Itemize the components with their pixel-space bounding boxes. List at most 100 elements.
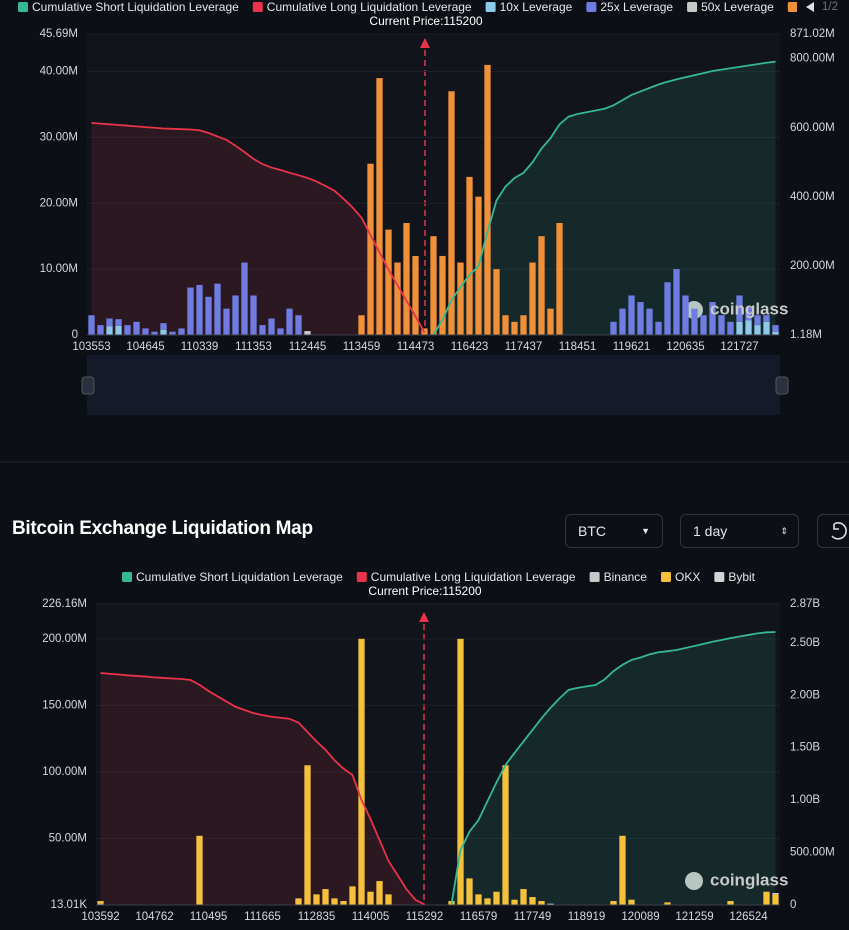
y-tick-label: 20.00M [40, 197, 78, 209]
bar [205, 296, 212, 335]
bar [349, 886, 356, 905]
bar [367, 891, 374, 905]
y-tick-label: 40.00M [40, 66, 78, 78]
x-tick-label: 117437 [505, 341, 543, 353]
bar [520, 315, 527, 335]
x-tick-label: 104645 [126, 341, 164, 353]
zoom-slider[interactable] [87, 355, 780, 415]
x-tick-label: 116423 [451, 341, 489, 353]
bar [115, 319, 122, 326]
legend-label: OKX [675, 570, 700, 584]
legend-swatch [687, 2, 698, 12]
bar [304, 765, 311, 905]
y-tick-label: 10.00M [40, 263, 78, 275]
legend-page: 1/2 [822, 1, 838, 13]
bar [763, 315, 770, 322]
legend-swatch [586, 2, 597, 12]
x-tick-label: 118919 [568, 911, 606, 923]
slider-handle[interactable] [81, 376, 95, 395]
bar [304, 331, 311, 335]
line [100, 672, 425, 906]
legend-label: 25x Leverage [600, 0, 673, 14]
bar [646, 308, 653, 335]
bar [286, 308, 293, 335]
bar [403, 223, 410, 335]
refresh-button[interactable] [817, 514, 849, 548]
bar [88, 315, 95, 335]
plot-bg [96, 604, 780, 905]
legend-swatch [122, 572, 132, 582]
coin-select[interactable]: BTC ▼ [565, 514, 663, 548]
legend-swatch [18, 2, 28, 12]
bar [727, 321, 734, 335]
bar [502, 765, 509, 905]
bar [736, 321, 743, 335]
legend-swatch [356, 572, 367, 582]
bar [169, 331, 176, 335]
bar [745, 307, 752, 321]
area [433, 61, 776, 335]
bar [511, 321, 518, 335]
chevron: ▼ [641, 526, 650, 536]
y2-tick-label: 400.00M [790, 191, 835, 203]
bar [133, 321, 140, 335]
x-tick-label: 111665 [244, 911, 281, 923]
bar [763, 321, 770, 335]
bar [187, 287, 194, 335]
page-title: Bitcoin Exchange Liquidation Map [12, 518, 313, 539]
legend-prev[interactable] [806, 2, 814, 12]
bar [745, 320, 752, 335]
line [91, 122, 426, 334]
x-tick-label: 104762 [135, 911, 173, 923]
bar [502, 315, 509, 335]
bar [376, 881, 383, 905]
bar [763, 891, 770, 905]
bar [439, 255, 446, 335]
bar [754, 315, 761, 326]
y-tick-label: 226.16M [42, 598, 87, 610]
x-tick-label: 103592 [81, 911, 119, 923]
line [432, 60, 776, 336]
legend-label: 50x Leverage [701, 0, 774, 14]
bar [457, 638, 464, 905]
legend-swatch [714, 572, 725, 582]
period-select[interactable]: 1 day ⇕ [680, 514, 799, 548]
arrow-head [420, 38, 430, 48]
y-tick-label: 100.00M [42, 766, 87, 778]
x-tick-label: 103553 [72, 341, 110, 353]
bar [466, 176, 473, 335]
bar [376, 78, 383, 336]
bar [727, 901, 734, 905]
bar [457, 262, 464, 335]
x-tick-label: 121259 [675, 911, 713, 923]
area [91, 122, 425, 336]
area [451, 632, 776, 905]
x-tick-label: 111353 [235, 341, 272, 353]
x-tick-label: 126524 [729, 911, 768, 923]
bar [628, 899, 635, 905]
y-tick-label: 45.69M [40, 28, 78, 40]
bar [484, 898, 491, 905]
bar [547, 903, 554, 905]
y2-tick-label: 500.00M [790, 847, 835, 859]
bar [160, 329, 167, 335]
legend: Cumulative Short Liquidation Leverage Cum… [18, 0, 797, 14]
legend-swatch [589, 572, 600, 582]
bar [106, 318, 113, 327]
bar [340, 901, 347, 905]
legend-label: Bybit [728, 570, 755, 584]
x-tick-label: 112445 [289, 341, 327, 353]
bar [358, 315, 365, 335]
chevron: ⇕ [780, 526, 788, 536]
bar [97, 901, 104, 904]
bar [331, 898, 338, 905]
y2-tick-label: 1.00B [790, 794, 820, 806]
slider-handle[interactable] [775, 376, 789, 395]
bar [772, 325, 779, 332]
bar [700, 315, 707, 335]
bar [709, 302, 716, 335]
area [100, 673, 425, 905]
bar [394, 262, 401, 335]
bar [610, 901, 617, 905]
